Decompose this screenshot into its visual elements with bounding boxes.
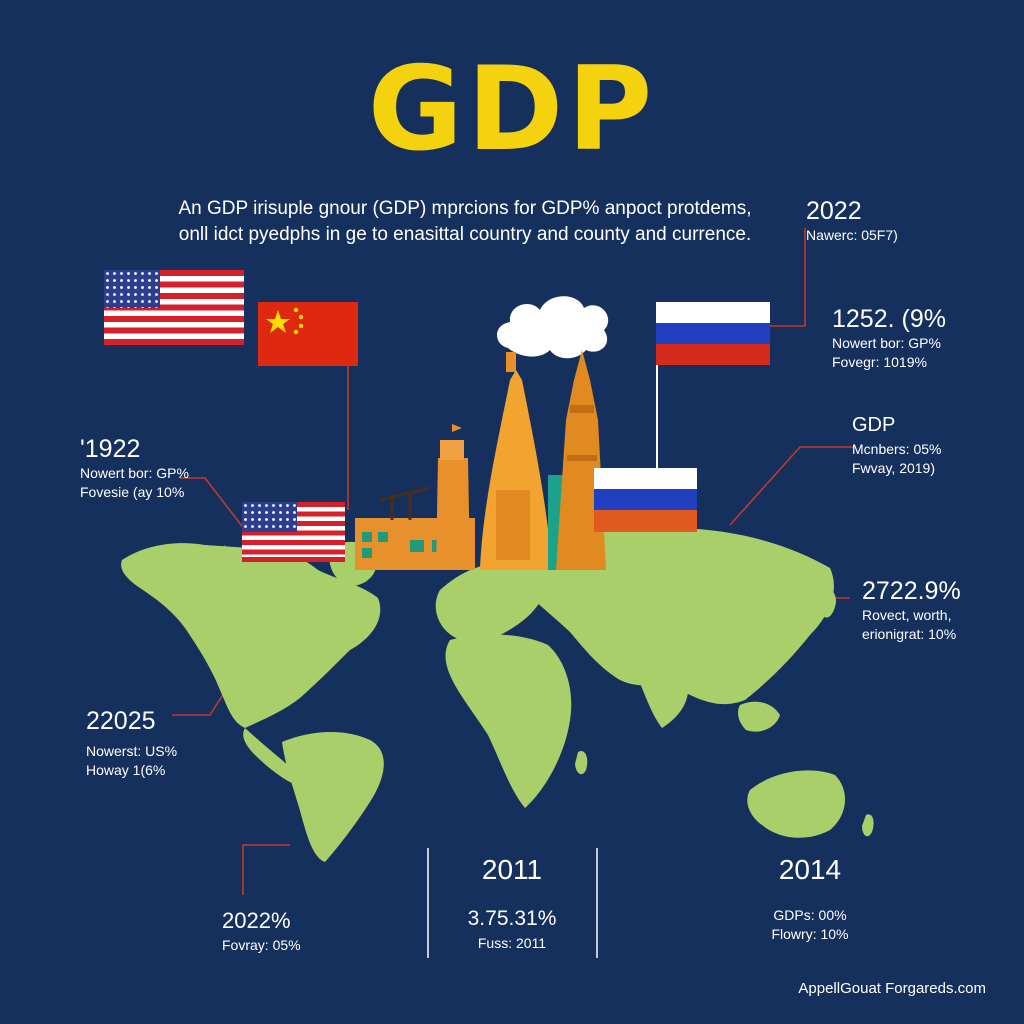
subtitle-line-1: An GDP irisuple gnour (GDP) mprcions for… — [178, 198, 752, 219]
stat-right-gdp: GDP Mcnbers: 05% Fwvay, 2019) — [852, 410, 941, 478]
divider-lines — [427, 848, 598, 958]
stat-value-secondary: 3.75.31% — [467, 907, 557, 930]
industry-illustration — [355, 296, 609, 570]
asia — [516, 527, 834, 705]
tower-ring — [567, 455, 597, 461]
stat-line: Nowert bor: GP% — [832, 335, 941, 351]
japan — [819, 589, 836, 618]
usa-flag-small-icon — [242, 502, 345, 562]
crane-icon — [379, 486, 431, 520]
stat-right-1252: 1252. (9% Nowert bor: GP% Fovegr: 1019% — [832, 304, 946, 372]
page-title: GDP — [367, 42, 657, 177]
madagascar — [575, 750, 588, 775]
china-flag-icon — [258, 302, 358, 366]
chimney-flag — [452, 424, 462, 440]
subtitle-line-2: onll idct pyedphs in ge to enasittal cou… — [178, 224, 752, 245]
world-map — [121, 527, 874, 862]
connector-right-gdp — [729, 446, 855, 526]
stat-line: Nowerst: US% — [86, 743, 178, 759]
factory-window — [362, 532, 372, 542]
central-america — [243, 728, 298, 785]
stat-value: 2722.9% — [862, 577, 961, 605]
southeast-asia — [738, 701, 780, 732]
stat-bottom-2011: 2011 3.75.31% Fuss: 2011 — [440, 852, 584, 953]
stat-value: 2022% — [222, 908, 291, 933]
stat-value: 2014 — [778, 854, 842, 885]
stat-bottom-2014: 2014 GDPs: 00% Flowry: 10% — [740, 852, 880, 944]
stat-left-22025: 22025 Nowerst: US% Howay 1(6% — [86, 706, 177, 780]
australia — [747, 770, 846, 838]
stat-line: Fovesie (ay 10% — [80, 484, 185, 500]
stat-value: 1252. (9% — [832, 305, 946, 333]
usa-flag-icon — [104, 270, 244, 345]
stat-value: GDP — [852, 414, 896, 436]
tower-ring — [570, 405, 594, 413]
stat-line: Mcnbers: 05% — [852, 441, 942, 457]
stat-line: Fwvay, 2019) — [852, 460, 935, 476]
stat-value: '1922 — [80, 435, 141, 463]
stat-right-2022: 2022 Nawerc: 05F7) — [806, 196, 898, 245]
factory-window — [378, 532, 388, 542]
stat-line: Howay 1(6% — [86, 762, 166, 778]
stat-line: Rovect, worth, — [862, 607, 952, 623]
building-facade — [496, 490, 530, 560]
europe — [435, 561, 544, 643]
africa — [445, 634, 572, 808]
stat-line: Nawerc: 05F7) — [806, 227, 898, 243]
smoke-cloud-icon — [497, 296, 609, 359]
smoke-stack-icon — [506, 352, 516, 372]
factory-window — [362, 548, 372, 558]
connector-bottom-left — [242, 844, 290, 895]
new-zealand — [862, 814, 874, 837]
stat-line: Flowry: 10% — [771, 926, 849, 942]
stat-left-1922: '1922 Nowert bor: GP% Fovesie (ay 10% — [80, 434, 189, 502]
stat-line: Nowert bor: GP% — [80, 465, 189, 481]
stat-line: erionigrat: 10% — [862, 626, 957, 642]
stat-value: 22025 — [86, 707, 156, 735]
footer-source: AppellGouat Forgareds.com — [798, 980, 986, 997]
stat-value: 2022 — [806, 197, 862, 225]
subtitle: An GDP irisuple gnour (GDP) mprcions for… — [150, 196, 780, 248]
stat-bottom-2022: 2022% Fovray: 05% — [222, 906, 301, 955]
russia-flag-icon — [656, 302, 770, 365]
russia-flag-small-icon — [594, 468, 697, 532]
stat-value: 2011 — [481, 854, 543, 885]
connector-right-top — [770, 228, 806, 327]
stat-right-2722: 2722.9% Rovect, worth, erionigrat: 10% — [862, 576, 961, 644]
factory-window — [410, 540, 424, 552]
north-america — [121, 543, 381, 728]
stat-line: GDPs: 00% — [773, 907, 847, 923]
connector-lines — [172, 228, 855, 895]
chimney-top — [440, 440, 464, 460]
stat-line: Fuss: 2011 — [477, 935, 547, 951]
india — [638, 658, 689, 728]
chimney-icon — [436, 458, 470, 570]
stat-line: Fovegr: 1019% — [832, 354, 927, 370]
south-america — [282, 731, 384, 862]
stat-line: Fovray: 05% — [222, 937, 301, 953]
connector-left-1922 — [180, 477, 246, 531]
